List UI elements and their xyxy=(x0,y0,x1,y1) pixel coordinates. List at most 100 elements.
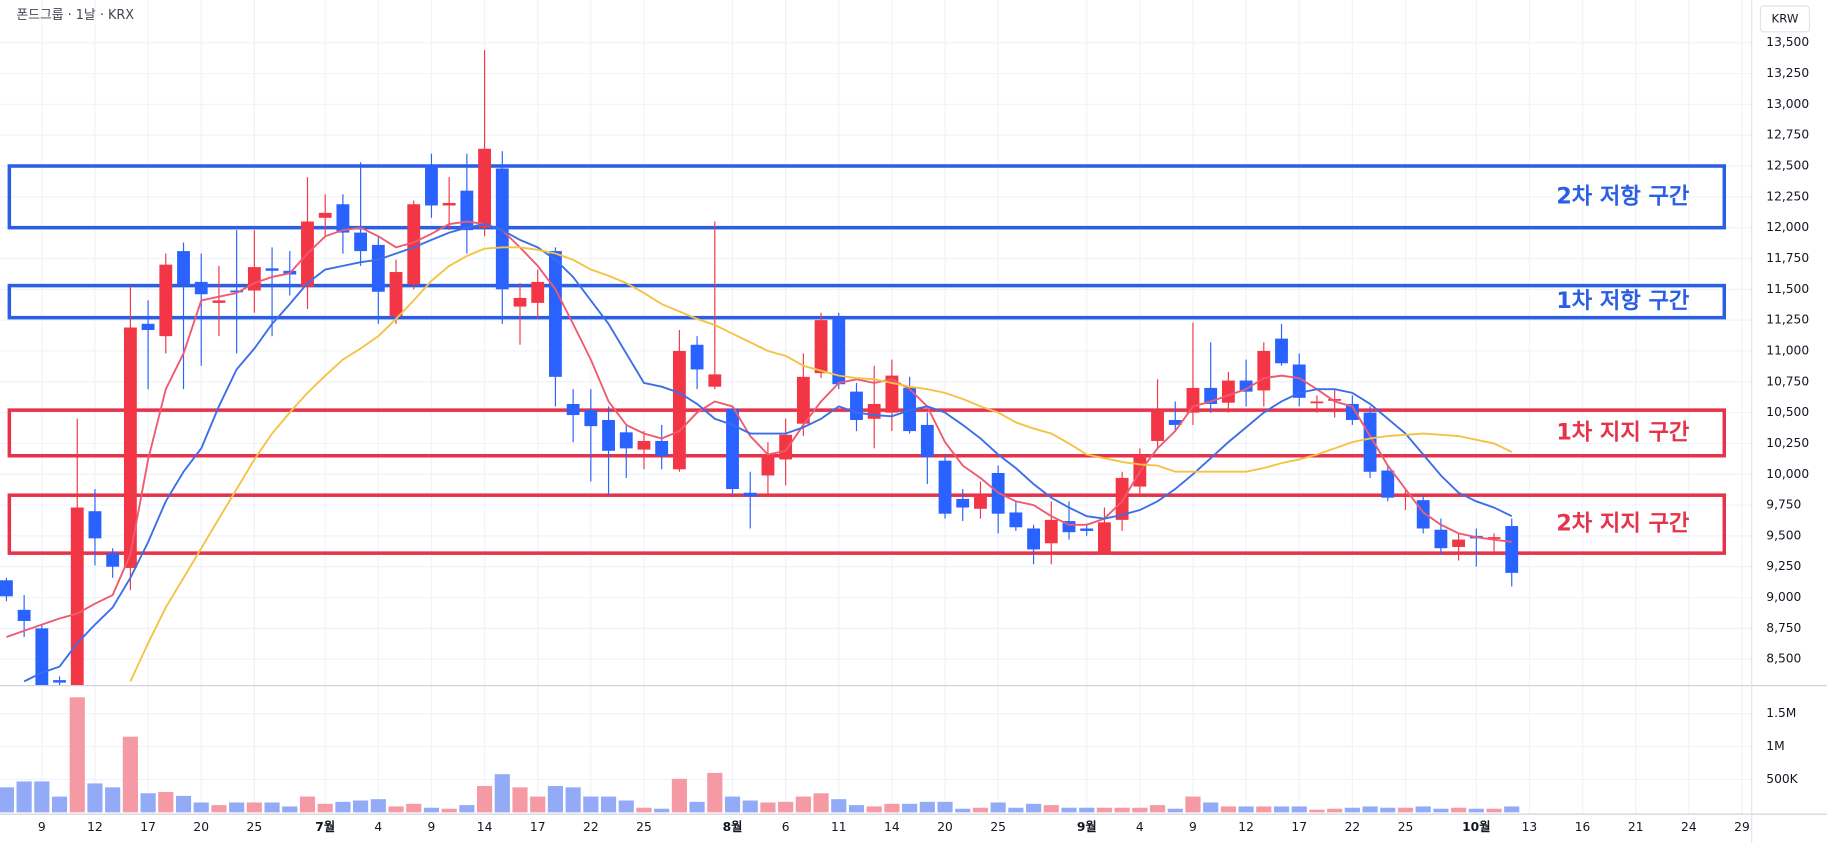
y-tick-label: 11,750 xyxy=(1766,251,1809,265)
volume-bar xyxy=(1149,805,1166,813)
candle-body xyxy=(796,376,810,424)
candle-body xyxy=(1151,410,1164,441)
candle-body xyxy=(761,454,775,476)
volume-bar xyxy=(494,774,510,813)
candle-body xyxy=(478,148,492,228)
candle-body xyxy=(885,375,899,413)
volume-bar xyxy=(1096,807,1113,813)
x-tick-label: 22 xyxy=(583,820,599,834)
volume-bar xyxy=(937,801,953,813)
volume-bar xyxy=(654,808,670,813)
candle-body xyxy=(460,190,474,231)
volume-bar xyxy=(813,793,829,813)
volume-bar xyxy=(1309,809,1325,813)
candle-body xyxy=(106,553,120,567)
volume-bar xyxy=(1203,802,1219,813)
candle-body xyxy=(974,495,987,509)
candle-body xyxy=(177,251,190,285)
candle-body xyxy=(371,244,385,292)
volume-bar xyxy=(1380,807,1396,813)
volume-bar xyxy=(441,808,457,813)
volume-bar xyxy=(16,781,32,813)
candle-body xyxy=(1168,419,1182,425)
candle-body xyxy=(1062,521,1076,533)
y-tick-label: 10,500 xyxy=(1766,405,1809,419)
volume-bar xyxy=(1291,806,1307,813)
volume-bar xyxy=(1433,808,1449,813)
volume-bar xyxy=(229,802,245,813)
candle-body xyxy=(17,609,31,621)
volume-bar xyxy=(87,783,103,813)
volume-bar xyxy=(565,787,581,813)
y-tick-label: 10,750 xyxy=(1766,374,1809,388)
candle-body xyxy=(1097,522,1111,554)
volume-bar xyxy=(69,697,85,813)
volume-bar xyxy=(1256,806,1272,813)
volume-bar xyxy=(388,806,404,813)
volume-bar xyxy=(299,796,316,813)
volume-bar xyxy=(831,799,847,813)
candle-body xyxy=(70,507,84,686)
y-tick-label: 11,000 xyxy=(1766,343,1809,357)
candle-body xyxy=(336,204,350,233)
volume-bar xyxy=(282,806,298,813)
candle-body xyxy=(88,511,102,539)
candle-body xyxy=(1310,401,1324,404)
volume-bar xyxy=(193,802,209,813)
candle-body xyxy=(1186,387,1200,413)
candle-body xyxy=(1487,537,1501,539)
candle-body xyxy=(1080,528,1094,531)
candle-body xyxy=(1027,528,1041,550)
volume-bar xyxy=(264,802,280,813)
y-tick-label: 11,500 xyxy=(1766,282,1809,296)
volume-bar xyxy=(406,803,422,813)
volume-bar xyxy=(547,786,564,813)
candle-body xyxy=(1239,380,1253,392)
volume-bar xyxy=(1468,808,1484,813)
volume-bar xyxy=(1504,806,1520,813)
currency-box[interactable] xyxy=(1759,5,1811,33)
candle-body xyxy=(548,251,562,377)
volume-bar xyxy=(1415,806,1431,813)
zone xyxy=(7,493,1727,555)
y-tick-label: 9,750 xyxy=(1766,498,1801,512)
volume-bar xyxy=(175,795,192,813)
y-tick-label: 1M xyxy=(1766,739,1784,753)
volume-bar xyxy=(1220,806,1236,813)
candle-body xyxy=(1328,399,1342,401)
volume-bar xyxy=(778,801,794,813)
candle-body xyxy=(920,424,934,457)
candle-body xyxy=(354,232,368,252)
x-tick-label: 13 xyxy=(1522,820,1538,834)
candle-body xyxy=(53,680,66,683)
volume-bar xyxy=(1114,807,1130,813)
y-tick-label: 9,250 xyxy=(1766,559,1801,573)
zone-label: 2차 지지 구간 xyxy=(1556,511,1689,537)
zone xyxy=(7,283,1727,320)
zone xyxy=(7,408,1727,458)
candle-body xyxy=(123,327,137,568)
x-tick-label: 29 xyxy=(1734,820,1750,834)
candle-body xyxy=(1009,512,1023,528)
volume-bar xyxy=(760,802,776,813)
volume-bar xyxy=(122,736,138,813)
volume-bar xyxy=(848,805,865,813)
volume-bar xyxy=(423,807,440,813)
y-tick-label: 12,750 xyxy=(1766,128,1809,142)
x-tick-label: 21 xyxy=(1628,820,1644,834)
volume-bar xyxy=(140,793,156,813)
volume-bar xyxy=(707,772,723,813)
volume-bar xyxy=(370,799,386,813)
y-tick-label: 1.5M xyxy=(1766,706,1796,720)
candle-body xyxy=(1452,539,1466,547)
candle-body xyxy=(425,164,438,206)
x-tick-label: 20 xyxy=(193,820,209,834)
volume-bar xyxy=(955,808,971,813)
volume-bar xyxy=(158,791,174,813)
candle-body xyxy=(318,212,332,218)
candle-body xyxy=(1115,477,1129,520)
volume-bar xyxy=(1079,807,1095,813)
candle-body xyxy=(832,318,846,385)
